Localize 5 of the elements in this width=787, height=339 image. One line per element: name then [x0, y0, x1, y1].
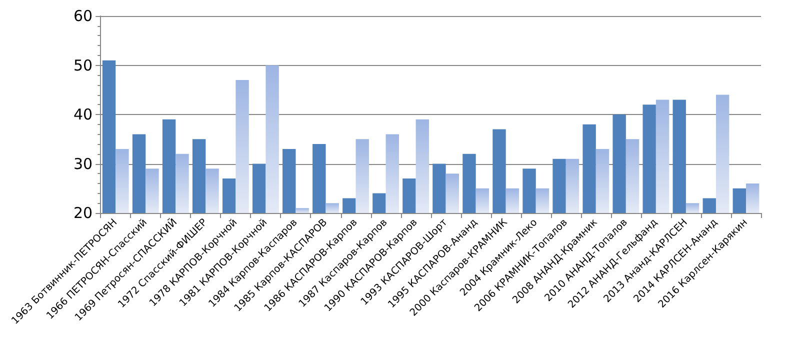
y-tick-label: 20 [74, 204, 93, 222]
y-tick-label: 30 [74, 154, 93, 173]
y-tick-label: 50 [74, 56, 93, 74]
y-tick-label: 60 [74, 7, 93, 25]
y-tick-label: 40 [74, 106, 93, 124]
